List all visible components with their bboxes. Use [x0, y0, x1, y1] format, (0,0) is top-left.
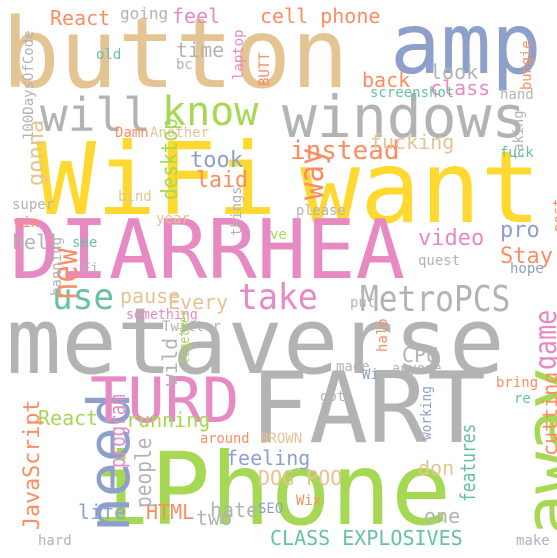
word-around: around: [200, 431, 250, 447]
word-something: something: [126, 307, 198, 323]
word-fart: FART: [250, 352, 487, 466]
word-hand: hand: [500, 87, 534, 103]
word-cell-phone: cell phone: [260, 4, 381, 28]
word-javascript: JavaScript: [20, 399, 45, 530]
word-halo: halo: [375, 318, 391, 352]
word-cutting: cutting: [538, 371, 557, 456]
word-screenshot: screenshot: [370, 85, 455, 101]
word-bc: bc: [176, 57, 193, 73]
word-fuck: fuck: [500, 145, 534, 161]
word-year: year: [156, 211, 190, 227]
word-time: time: [176, 38, 225, 62]
word-things: things: [229, 186, 245, 236]
word-button: button: [2, 0, 349, 110]
word-bungie: bungie: [519, 40, 535, 90]
word-laid: laid: [196, 168, 248, 193]
word-gonna: gonna: [24, 119, 49, 186]
word-quest: quest: [418, 253, 461, 269]
word-took: took: [190, 148, 243, 173]
word-wifi: WiFi: [36, 121, 277, 238]
word-going: going: [120, 4, 169, 23]
word-post: post: [551, 198, 557, 232]
word-see: see: [72, 235, 98, 251]
word-react-mid: React: [38, 406, 99, 430]
word-butt: BUTT: [257, 52, 273, 86]
word-pro: pro: [500, 218, 540, 243]
word-turd: TURD: [90, 364, 240, 437]
word-take: take: [238, 277, 318, 318]
word-dog-poo: DOG POO: [258, 466, 343, 490]
word-running: running: [126, 408, 211, 432]
word-amp: amp: [390, 0, 542, 93]
word-desktop: desktop: [158, 118, 183, 200]
word-life: life: [78, 500, 127, 524]
word-please: please: [296, 203, 346, 219]
word-want: want: [300, 129, 541, 246]
word-feeling: feeling: [226, 446, 311, 470]
word-features: features: [456, 423, 480, 502]
word-video: video: [418, 226, 485, 251]
word-laptop: laptop: [231, 29, 247, 80]
word-ve: ve: [270, 227, 287, 243]
word-working: working: [419, 386, 435, 440]
word-hope: hope: [510, 261, 544, 277]
word-wix: Wix: [296, 493, 322, 509]
word-super: super: [12, 197, 55, 213]
word-will: will: [40, 88, 151, 142]
word-re: re: [514, 391, 531, 407]
word-got: got: [320, 389, 346, 405]
word-fi: Fi: [82, 261, 99, 277]
word-another: Another: [150, 125, 210, 141]
word-people: people: [132, 437, 157, 508]
word-fucking: fucking: [370, 130, 455, 154]
word-look: look: [430, 60, 479, 84]
word-know: know: [162, 89, 259, 135]
word-cpu: CPU: [402, 343, 439, 367]
word-pause: pause: [120, 284, 181, 308]
word-bind: bind: [118, 189, 152, 205]
word-banning: banning: [49, 236, 65, 296]
word-don: don: [418, 456, 455, 480]
word-made: made: [336, 359, 370, 375]
word-back: back: [362, 68, 411, 92]
word-game: game: [529, 309, 557, 370]
word-wi: Wi: [362, 367, 379, 383]
word-hate: hate: [210, 498, 259, 522]
word-anyone: anyone: [392, 361, 442, 377]
word-feel: feel: [172, 4, 221, 28]
word-iphone: iPhone: [90, 431, 452, 548]
word-windows: windows: [282, 83, 527, 151]
word-hell: hell: [12, 230, 61, 254]
word-metropcs: MetroPCS: [360, 279, 511, 320]
word-two: two: [196, 506, 233, 530]
word-make: make: [516, 533, 550, 549]
word-seo: SEO: [258, 501, 284, 517]
word-damn: Damn: [115, 125, 149, 141]
word-old: old: [96, 47, 122, 63]
word-metaverse: metaverse: [6, 288, 505, 395]
word-class-explosives: CLASS EXPLOSIVES: [270, 526, 463, 550]
word-hard: hard: [38, 533, 72, 549]
word-every: Every: [168, 290, 229, 314]
word-stay: Stay: [500, 244, 553, 269]
word-win: win: [14, 215, 40, 231]
word-use: use: [52, 277, 115, 318]
word-wild: wild: [158, 337, 182, 386]
word-diarrhea: DIARRHEA: [10, 203, 405, 298]
word-class: class: [430, 76, 491, 100]
word-html: HTML: [146, 500, 195, 524]
word-program: program: [106, 394, 131, 468]
word-react-top: React: [50, 6, 111, 30]
word-put: put: [350, 295, 376, 311]
word-bring: bring: [496, 375, 539, 391]
word-brown: BROWN: [260, 431, 303, 447]
word-one: one: [424, 504, 461, 528]
word-twitter: Twitter: [162, 319, 222, 335]
word-instead: instead: [290, 136, 400, 166]
